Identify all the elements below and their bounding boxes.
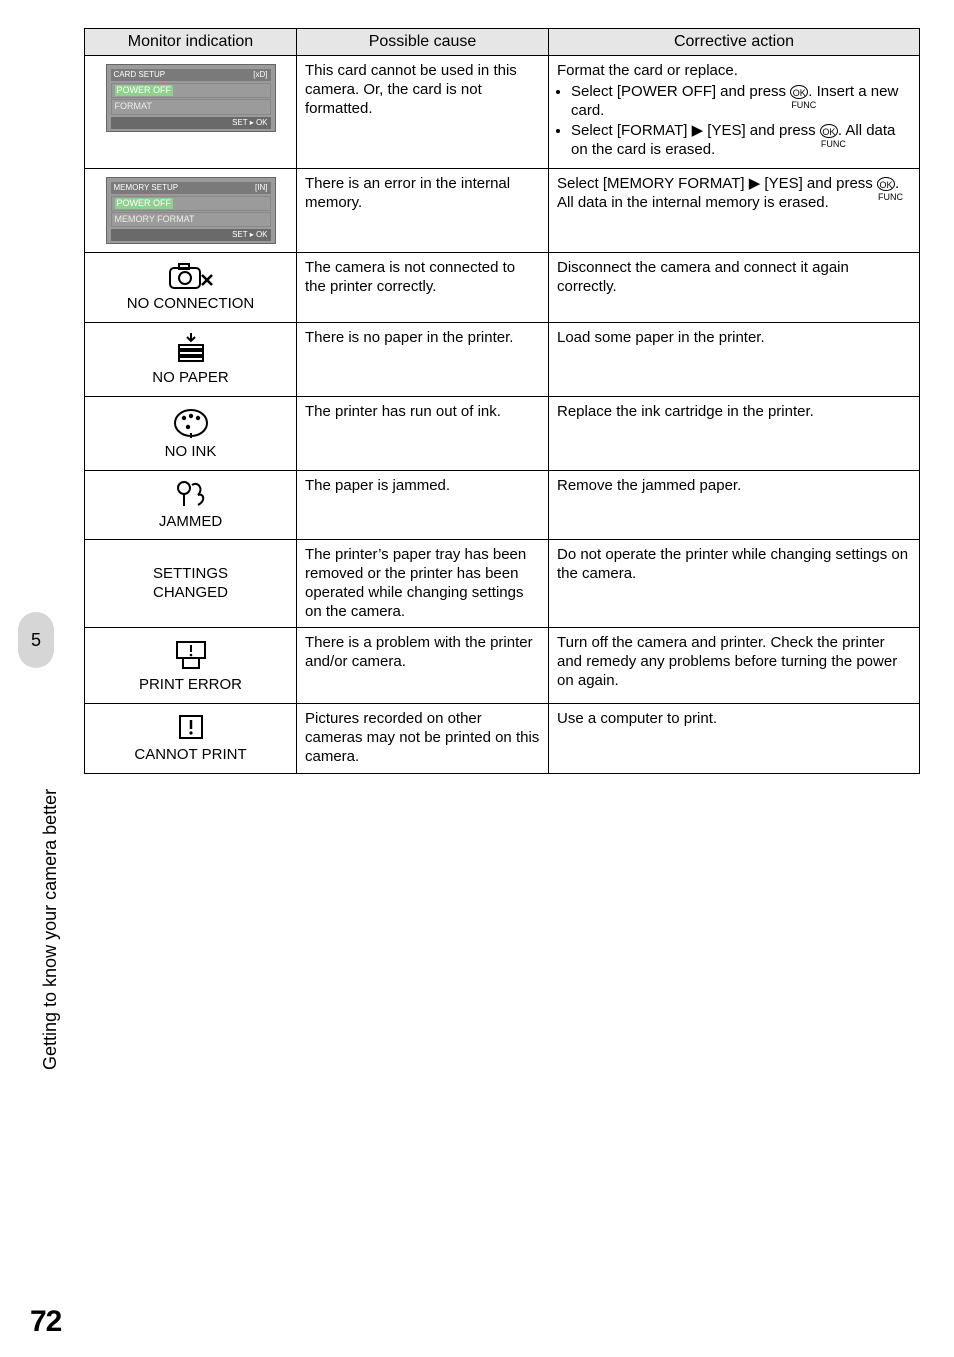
lcd-footer: SET ▸ OK — [111, 229, 271, 241]
lcd-option: POWER OFF — [115, 85, 174, 96]
lcd-mockup-card: CARD SETUP [xD] POWER OFF FORMAT SET ▸ O… — [106, 64, 276, 132]
cause-cell: The printer has run out of ink. — [297, 396, 549, 470]
table-row: MEMORY SETUP [IN] POWER OFF MEMORY FORMA… — [85, 168, 920, 253]
ok-func-icon: OK FUNC — [820, 124, 838, 138]
action-text: Select [MEMORY FORMAT] ▶ [YES] and press — [557, 175, 877, 192]
monitor-label: JAMMED — [91, 513, 290, 532]
monitor-cell: NO CONNECTION — [85, 253, 297, 323]
cause-cell: There is no paper in the printer. — [297, 323, 549, 397]
page-content: Monitor indication Possible cause Correc… — [0, 0, 954, 802]
action-cell: Remove the jammed paper. — [549, 470, 920, 540]
no-ink-icon — [171, 405, 211, 439]
troubleshooting-table: Monitor indication Possible cause Correc… — [84, 28, 920, 774]
table-row: SETTINGS CHANGED The printer’s paper tra… — [85, 540, 920, 628]
lcd-title: CARD SETUP — [114, 70, 166, 80]
lcd-option: FORMAT — [111, 99, 271, 114]
table-row: NO CONNECTION The camera is not connecte… — [85, 253, 920, 323]
lcd-badge: [IN] — [255, 183, 267, 193]
action-cell: Disconnect the camera and connect it aga… — [549, 253, 920, 323]
table-row: CARD SETUP [xD] POWER OFF FORMAT SET ▸ O… — [85, 56, 920, 169]
monitor-cell: JAMMED — [85, 470, 297, 540]
monitor-cell: MEMORY SETUP [IN] POWER OFF MEMORY FORMA… — [85, 168, 297, 253]
monitor-label: CANNOT PRINT — [91, 746, 290, 765]
monitor-label: NO CONNECTION — [91, 295, 290, 314]
action-cell: Do not operate the printer while changin… — [549, 540, 920, 628]
monitor-cell: CANNOT PRINT — [85, 704, 297, 774]
lcd-mockup-memory: MEMORY SETUP [IN] POWER OFF MEMORY FORMA… — [106, 177, 276, 245]
action-cell: Use a computer to print. — [549, 704, 920, 774]
header-monitor: Monitor indication — [85, 29, 297, 56]
no-paper-icon — [173, 331, 209, 365]
header-cause: Possible cause — [297, 29, 549, 56]
action-cell: Load some paper in the printer. — [549, 323, 920, 397]
table-row: CANNOT PRINT Pictures recorded on other … — [85, 704, 920, 774]
lcd-badge: [xD] — [253, 70, 267, 80]
chapter-number-badge: 5 — [18, 612, 54, 668]
cause-cell: The printer’s paper tray has been remove… — [297, 540, 549, 628]
cause-cell: This card cannot be used in this camera.… — [297, 56, 549, 169]
monitor-label: PRINT ERROR — [91, 676, 290, 695]
ok-func-icon: OK FUNC — [790, 85, 808, 99]
monitor-label: NO PAPER — [91, 369, 290, 388]
cause-cell: There is a problem with the printer and/… — [297, 628, 549, 704]
cause-cell: The camera is not connected to the print… — [297, 253, 549, 323]
monitor-cell: NO INK — [85, 396, 297, 470]
action-cell: Format the card or replace. Select [POWE… — [549, 56, 920, 169]
cause-cell: There is an error in the internal memory… — [297, 168, 549, 253]
section-label: Getting to know your camera better — [40, 789, 61, 1070]
sidebar: 5 Getting to know your camera better 72 — [0, 0, 68, 1357]
lcd-option: POWER OFF — [115, 198, 174, 209]
header-action: Corrective action — [549, 29, 920, 56]
cannot-print-icon — [176, 712, 206, 742]
monitor-cell: PRINT ERROR — [85, 628, 297, 704]
monitor-cell: SETTINGS CHANGED — [85, 540, 297, 628]
action-item: Select [FORMAT] ▶ [YES] and press OK FUN… — [571, 122, 911, 160]
action-cell: Turn off the camera and printer. Check t… — [549, 628, 920, 704]
table-row: NO PAPER There is no paper in the printe… — [85, 323, 920, 397]
lcd-footer: SET ▸ OK — [111, 117, 271, 129]
monitor-label: CHANGED — [91, 584, 290, 603]
monitor-label: NO INK — [91, 443, 290, 462]
action-text: Select [FORMAT] ▶ [YES] and press — [571, 122, 820, 139]
action-text: Select [POWER OFF] and press — [571, 83, 790, 100]
page-number: 72 — [30, 1305, 61, 1339]
ok-func-icon: OK FUNC — [877, 177, 895, 191]
jammed-icon — [174, 479, 208, 509]
table-row: JAMMED The paper is jammed. Remove the j… — [85, 470, 920, 540]
action-cell: Replace the ink cartridge in the printer… — [549, 396, 920, 470]
monitor-cell: CARD SETUP [xD] POWER OFF FORMAT SET ▸ O… — [85, 56, 297, 169]
print-error-icon — [171, 636, 211, 672]
monitor-label: SETTINGS — [91, 565, 290, 584]
action-cell: Select [MEMORY FORMAT] ▶ [YES] and press… — [549, 168, 920, 253]
lcd-option: MEMORY FORMAT — [111, 212, 271, 227]
monitor-cell: NO PAPER — [85, 323, 297, 397]
camera-x-icon — [169, 261, 213, 291]
lcd-title: MEMORY SETUP — [114, 183, 179, 193]
action-item: Select [POWER OFF] and press OK FUNC. In… — [571, 83, 911, 121]
table-row: NO INK The printer has run out of ink. R… — [85, 396, 920, 470]
action-lead: Format the card or replace. — [557, 62, 738, 79]
cause-cell: Pictures recorded on other cameras may n… — [297, 704, 549, 774]
table-row: PRINT ERROR There is a problem with the … — [85, 628, 920, 704]
cause-cell: The paper is jammed. — [297, 470, 549, 540]
